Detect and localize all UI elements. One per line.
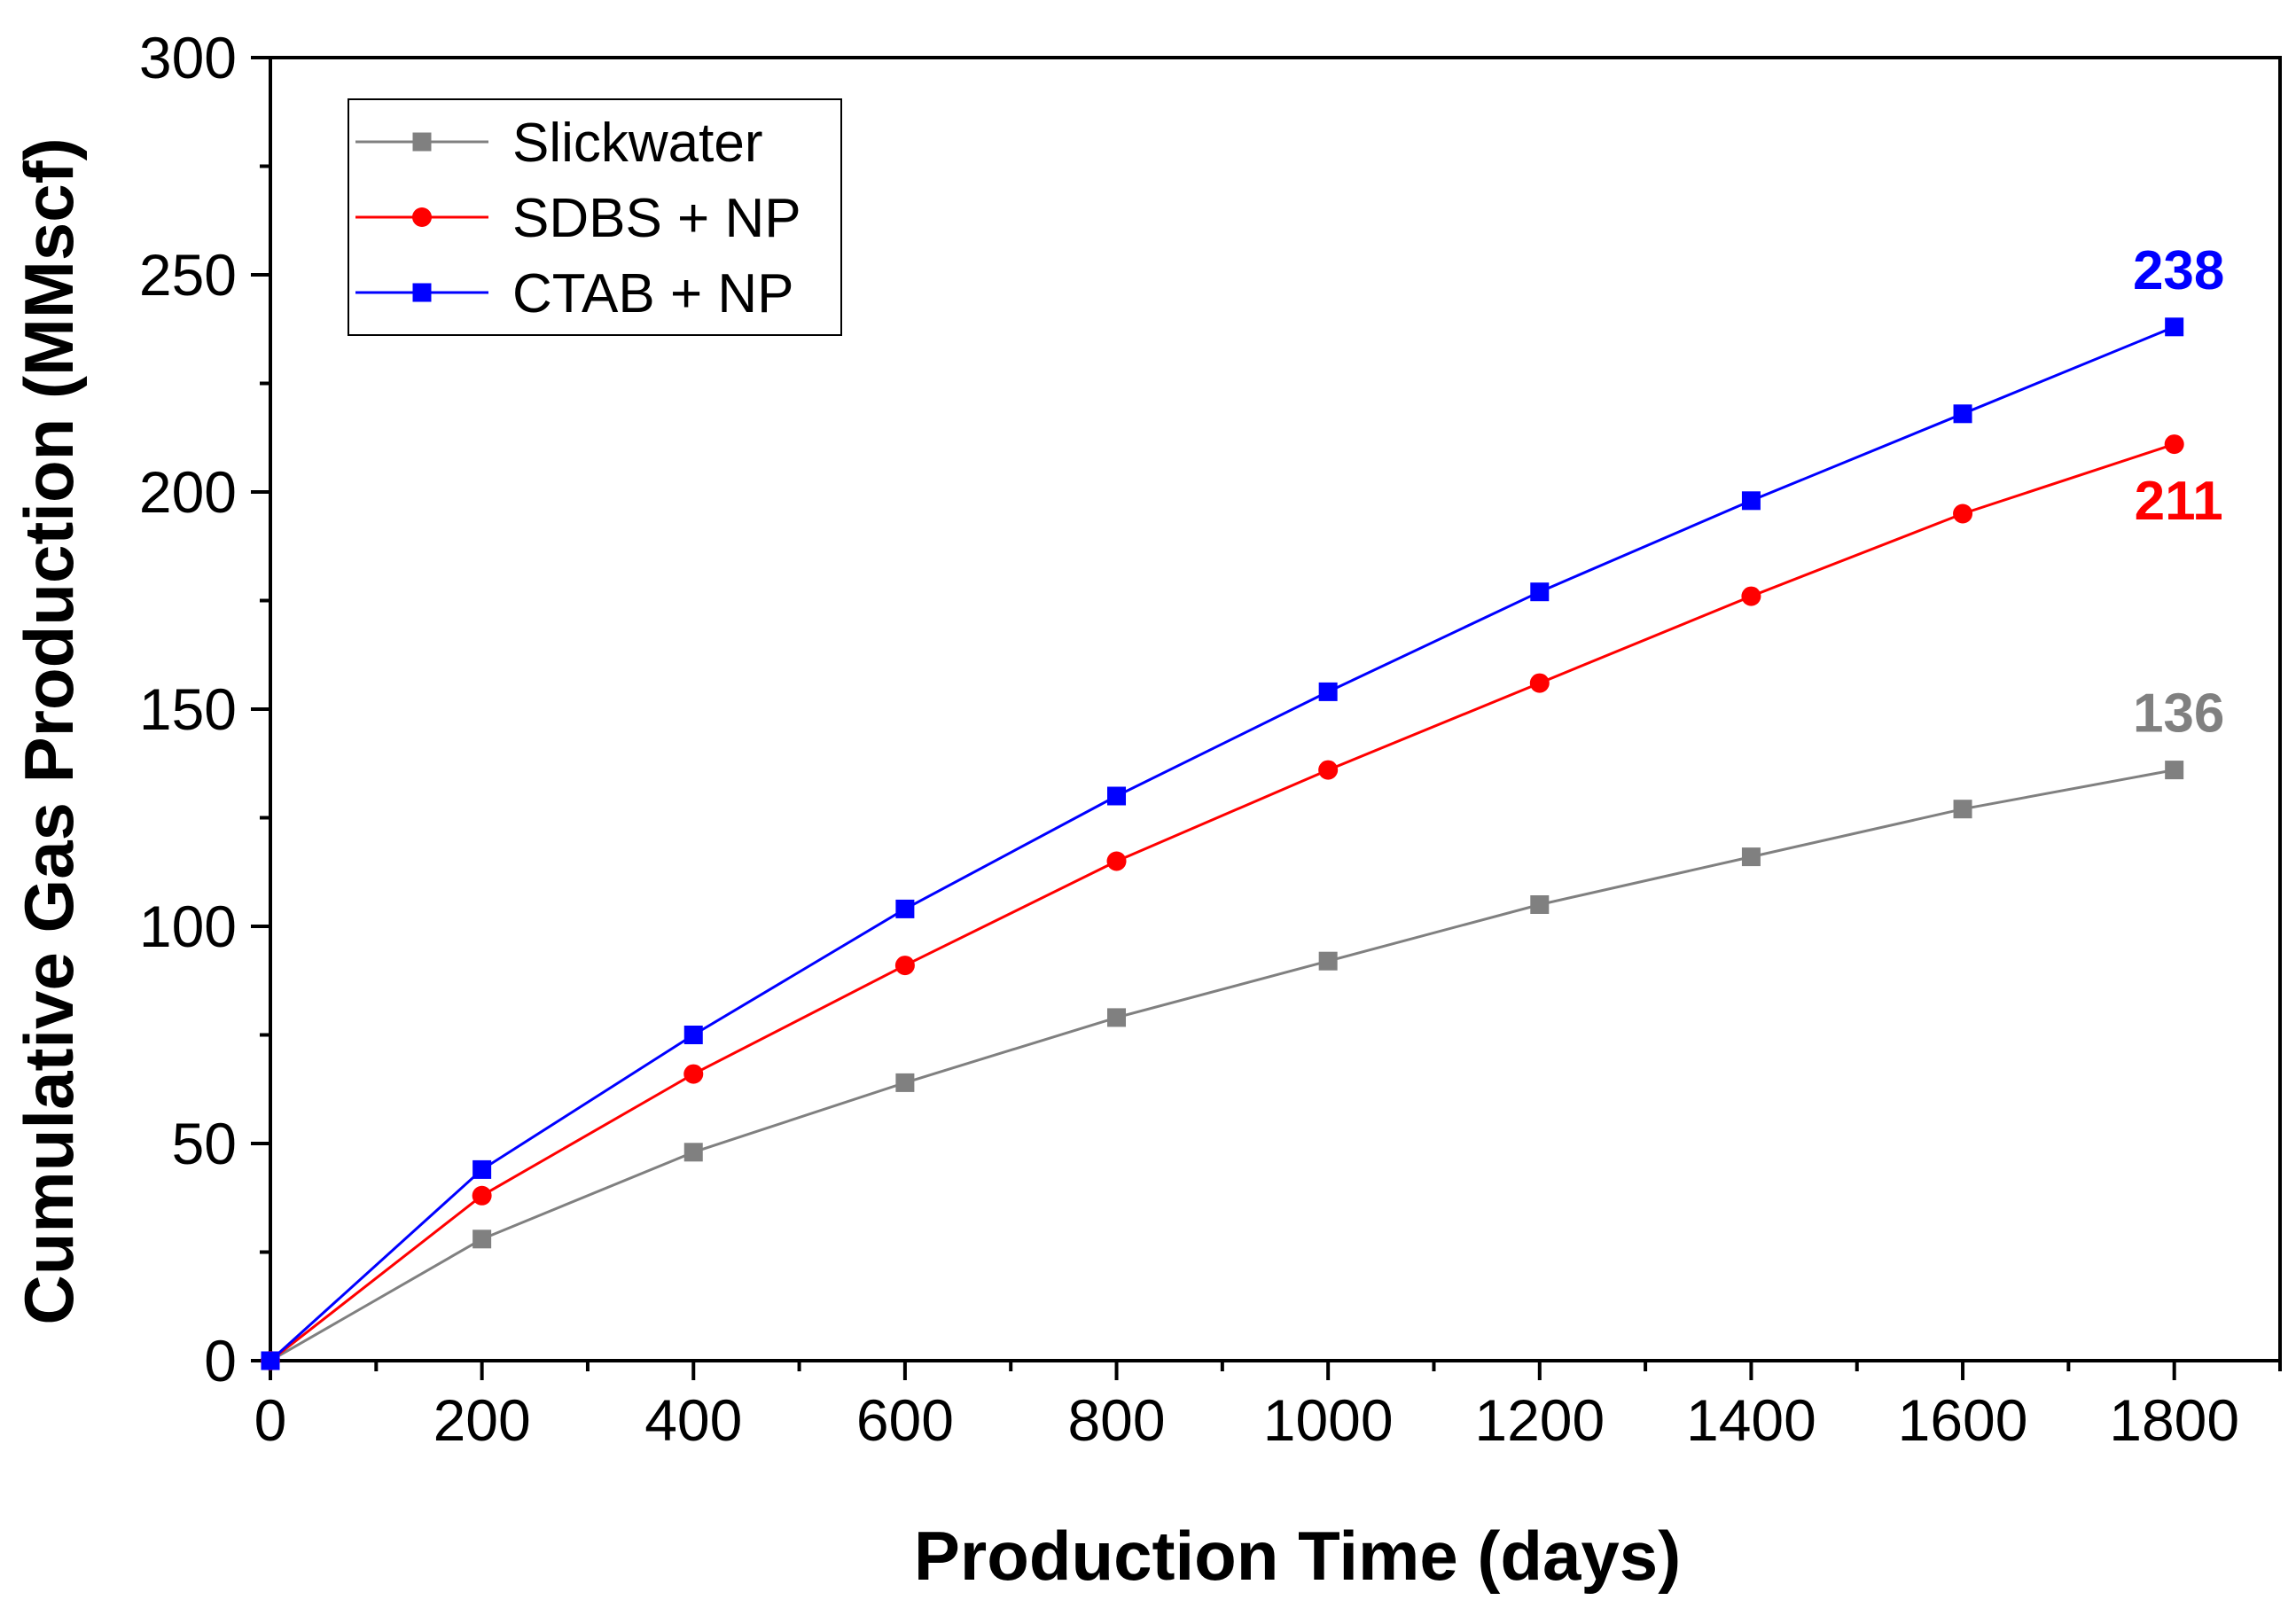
y-tick-label: 200 bbox=[139, 459, 237, 525]
data-point bbox=[2165, 317, 2184, 337]
x-tick-label: 800 bbox=[1067, 1387, 1165, 1453]
series-line bbox=[269, 325, 2175, 1362]
data-point bbox=[1741, 586, 1761, 606]
data-point bbox=[472, 1185, 492, 1206]
series-ctab-np bbox=[261, 317, 2184, 1370]
data-point bbox=[261, 1351, 280, 1370]
series-layer bbox=[261, 317, 2184, 1370]
data-point bbox=[1530, 895, 1550, 914]
data-point bbox=[1318, 682, 1338, 701]
data-point bbox=[2165, 761, 2184, 780]
data-point bbox=[1741, 847, 1761, 867]
data-point bbox=[1529, 673, 1550, 693]
legend-item: SDBS + NP bbox=[355, 188, 801, 249]
y-tick-label: 50 bbox=[172, 1111, 237, 1176]
legend-label: CTAB + NP bbox=[512, 263, 794, 324]
data-point bbox=[895, 1073, 915, 1092]
y-tick-label: 250 bbox=[139, 242, 237, 308]
data-point bbox=[2164, 434, 2184, 455]
data-point bbox=[1106, 851, 1127, 871]
data-point bbox=[412, 283, 432, 302]
series-line bbox=[269, 769, 2175, 1362]
x-tick-label: 1000 bbox=[1263, 1387, 1394, 1453]
data-point bbox=[412, 132, 432, 152]
x-tick-label: 1800 bbox=[2109, 1387, 2239, 1453]
data-point bbox=[1953, 404, 1972, 424]
series-line bbox=[269, 442, 2175, 1362]
y-tick-label: 0 bbox=[204, 1328, 237, 1393]
legend-item: Slickwater bbox=[355, 113, 763, 174]
data-point bbox=[1318, 951, 1338, 971]
data-point bbox=[412, 207, 432, 227]
y-tick-label: 150 bbox=[139, 676, 237, 742]
data-point bbox=[1741, 491, 1761, 511]
y-axis-title: Cumulative Gas Production (MMscf) bbox=[10, 137, 88, 1324]
data-point bbox=[472, 1229, 492, 1249]
end-label: 136 bbox=[2133, 683, 2224, 745]
legend-label: Slickwater bbox=[512, 113, 763, 174]
end-label: 238 bbox=[2133, 240, 2224, 301]
axes: 0 200 400 600 800 1000 1200 1400 1600 1800 0 50 100 1… bbox=[139, 25, 2282, 1453]
data-point bbox=[1530, 582, 1550, 602]
data-point bbox=[683, 1026, 703, 1044]
data-point bbox=[683, 1143, 703, 1162]
data-point bbox=[1953, 503, 1973, 524]
data-point bbox=[472, 1159, 492, 1179]
series-slickwater bbox=[261, 761, 2184, 1370]
x-tick-label: 600 bbox=[856, 1387, 954, 1453]
data-point bbox=[894, 956, 915, 976]
legend-label: SDBS + NP bbox=[512, 188, 801, 249]
x-tick-label: 1400 bbox=[1686, 1387, 1816, 1453]
data-point bbox=[895, 899, 915, 918]
end-label: 211 bbox=[2135, 471, 2223, 532]
data-point bbox=[1107, 1008, 1127, 1027]
y-tick-label: 100 bbox=[139, 894, 237, 959]
x-tick-label: 200 bbox=[433, 1387, 531, 1453]
x-tick-label: 0 bbox=[254, 1387, 287, 1453]
legend: Slickwater SDBS + NP CTAB + NP bbox=[348, 98, 842, 336]
x-tick-label: 400 bbox=[644, 1387, 742, 1453]
data-point bbox=[1953, 800, 1972, 819]
y-tick-label: 300 bbox=[139, 25, 237, 90]
data-point bbox=[1107, 786, 1127, 806]
x-axis-title: Production Time (days) bbox=[914, 1517, 1681, 1595]
series-sdbs-np bbox=[261, 434, 2184, 1370]
data-point bbox=[1318, 760, 1339, 780]
x-tick-label: 1600 bbox=[1898, 1387, 2028, 1453]
x-tick-label: 1200 bbox=[1474, 1387, 1605, 1453]
legend-item: CTAB + NP bbox=[355, 263, 794, 324]
data-point bbox=[683, 1064, 704, 1084]
end-labels: 136 211 238 bbox=[2133, 240, 2224, 745]
